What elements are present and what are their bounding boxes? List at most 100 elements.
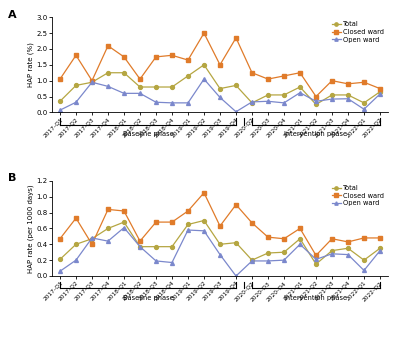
Closed ward	[122, 55, 126, 59]
Closed ward	[378, 87, 382, 91]
Closed ward	[90, 79, 94, 83]
Open ward	[122, 226, 126, 230]
Open ward	[266, 259, 270, 263]
Line: Open ward: Open ward	[58, 226, 382, 278]
Text: Intervention phase: Intervention phase	[284, 295, 348, 301]
Total	[154, 245, 158, 249]
Open ward	[154, 259, 158, 263]
Closed ward	[298, 71, 302, 75]
Closed ward	[58, 237, 62, 241]
Open ward	[58, 269, 62, 273]
Open ward	[330, 97, 334, 101]
Open ward	[90, 80, 94, 84]
Closed ward	[58, 77, 62, 81]
Line: Open ward: Open ward	[58, 77, 382, 114]
Open ward	[74, 258, 78, 262]
Open ward	[362, 107, 366, 111]
Open ward	[202, 77, 206, 81]
Line: Closed ward: Closed ward	[58, 31, 382, 98]
Total	[234, 240, 238, 245]
Total	[202, 63, 206, 67]
Closed ward	[186, 209, 190, 213]
Total	[282, 93, 286, 97]
Total	[218, 242, 222, 246]
Open ward	[138, 91, 142, 96]
Open ward	[362, 268, 366, 273]
Open ward	[186, 101, 190, 105]
Text: B: B	[8, 173, 17, 183]
Total	[378, 90, 382, 94]
Open ward	[250, 100, 254, 104]
Closed ward	[170, 220, 174, 224]
Closed ward	[154, 220, 158, 224]
Open ward	[218, 96, 222, 100]
Open ward	[346, 253, 350, 257]
Open ward	[138, 245, 142, 249]
Open ward	[346, 97, 350, 101]
Total	[314, 102, 318, 107]
Closed ward	[234, 203, 238, 207]
Total	[186, 74, 190, 78]
Open ward	[186, 228, 190, 232]
Total	[250, 258, 254, 262]
Open ward	[250, 259, 254, 263]
Total	[58, 257, 62, 262]
Closed ward	[346, 240, 350, 244]
Closed ward	[202, 191, 206, 195]
Text: Baseline phase: Baseline phase	[123, 131, 173, 137]
Total	[362, 258, 366, 262]
Open ward	[314, 257, 318, 262]
Closed ward	[186, 58, 190, 62]
Total	[298, 237, 302, 241]
Line: Total: Total	[58, 63, 382, 106]
Closed ward	[106, 44, 110, 48]
Total	[74, 242, 78, 246]
Open ward	[298, 242, 302, 246]
Total	[346, 246, 350, 250]
Closed ward	[138, 239, 142, 243]
Open ward	[330, 252, 334, 256]
Y-axis label: HAP rate (%): HAP rate (%)	[27, 42, 34, 87]
Total	[74, 83, 78, 88]
Total	[266, 251, 270, 255]
Closed ward	[218, 63, 222, 67]
Total	[170, 245, 174, 249]
Legend: Total, Closed ward, Open ward: Total, Closed ward, Open ward	[331, 184, 385, 207]
Total	[122, 220, 126, 224]
Closed ward	[218, 224, 222, 228]
Total	[90, 237, 94, 241]
Closed ward	[74, 53, 78, 57]
Closed ward	[362, 80, 366, 84]
Open ward	[298, 91, 302, 95]
Closed ward	[154, 55, 158, 59]
Closed ward	[362, 236, 366, 240]
Total	[202, 218, 206, 223]
Closed ward	[74, 216, 78, 220]
Closed ward	[266, 77, 270, 81]
Open ward	[106, 84, 110, 88]
Line: Total: Total	[58, 219, 382, 266]
Closed ward	[378, 236, 382, 240]
Total	[122, 71, 126, 75]
Total	[330, 93, 334, 97]
Closed ward	[170, 53, 174, 57]
Total	[346, 93, 350, 97]
Total	[154, 85, 158, 89]
Closed ward	[266, 235, 270, 239]
Open ward	[170, 260, 174, 265]
Closed ward	[250, 71, 254, 75]
Text: A: A	[8, 10, 17, 20]
Open ward	[122, 91, 126, 96]
Total	[138, 245, 142, 249]
Open ward	[282, 101, 286, 105]
Open ward	[106, 239, 110, 243]
Closed ward	[138, 77, 142, 81]
Total	[362, 101, 366, 105]
Total	[58, 99, 62, 104]
Closed ward	[122, 209, 126, 213]
Total	[106, 71, 110, 75]
Closed ward	[234, 36, 238, 40]
Total	[298, 85, 302, 89]
Closed ward	[346, 82, 350, 86]
Open ward	[234, 110, 238, 114]
